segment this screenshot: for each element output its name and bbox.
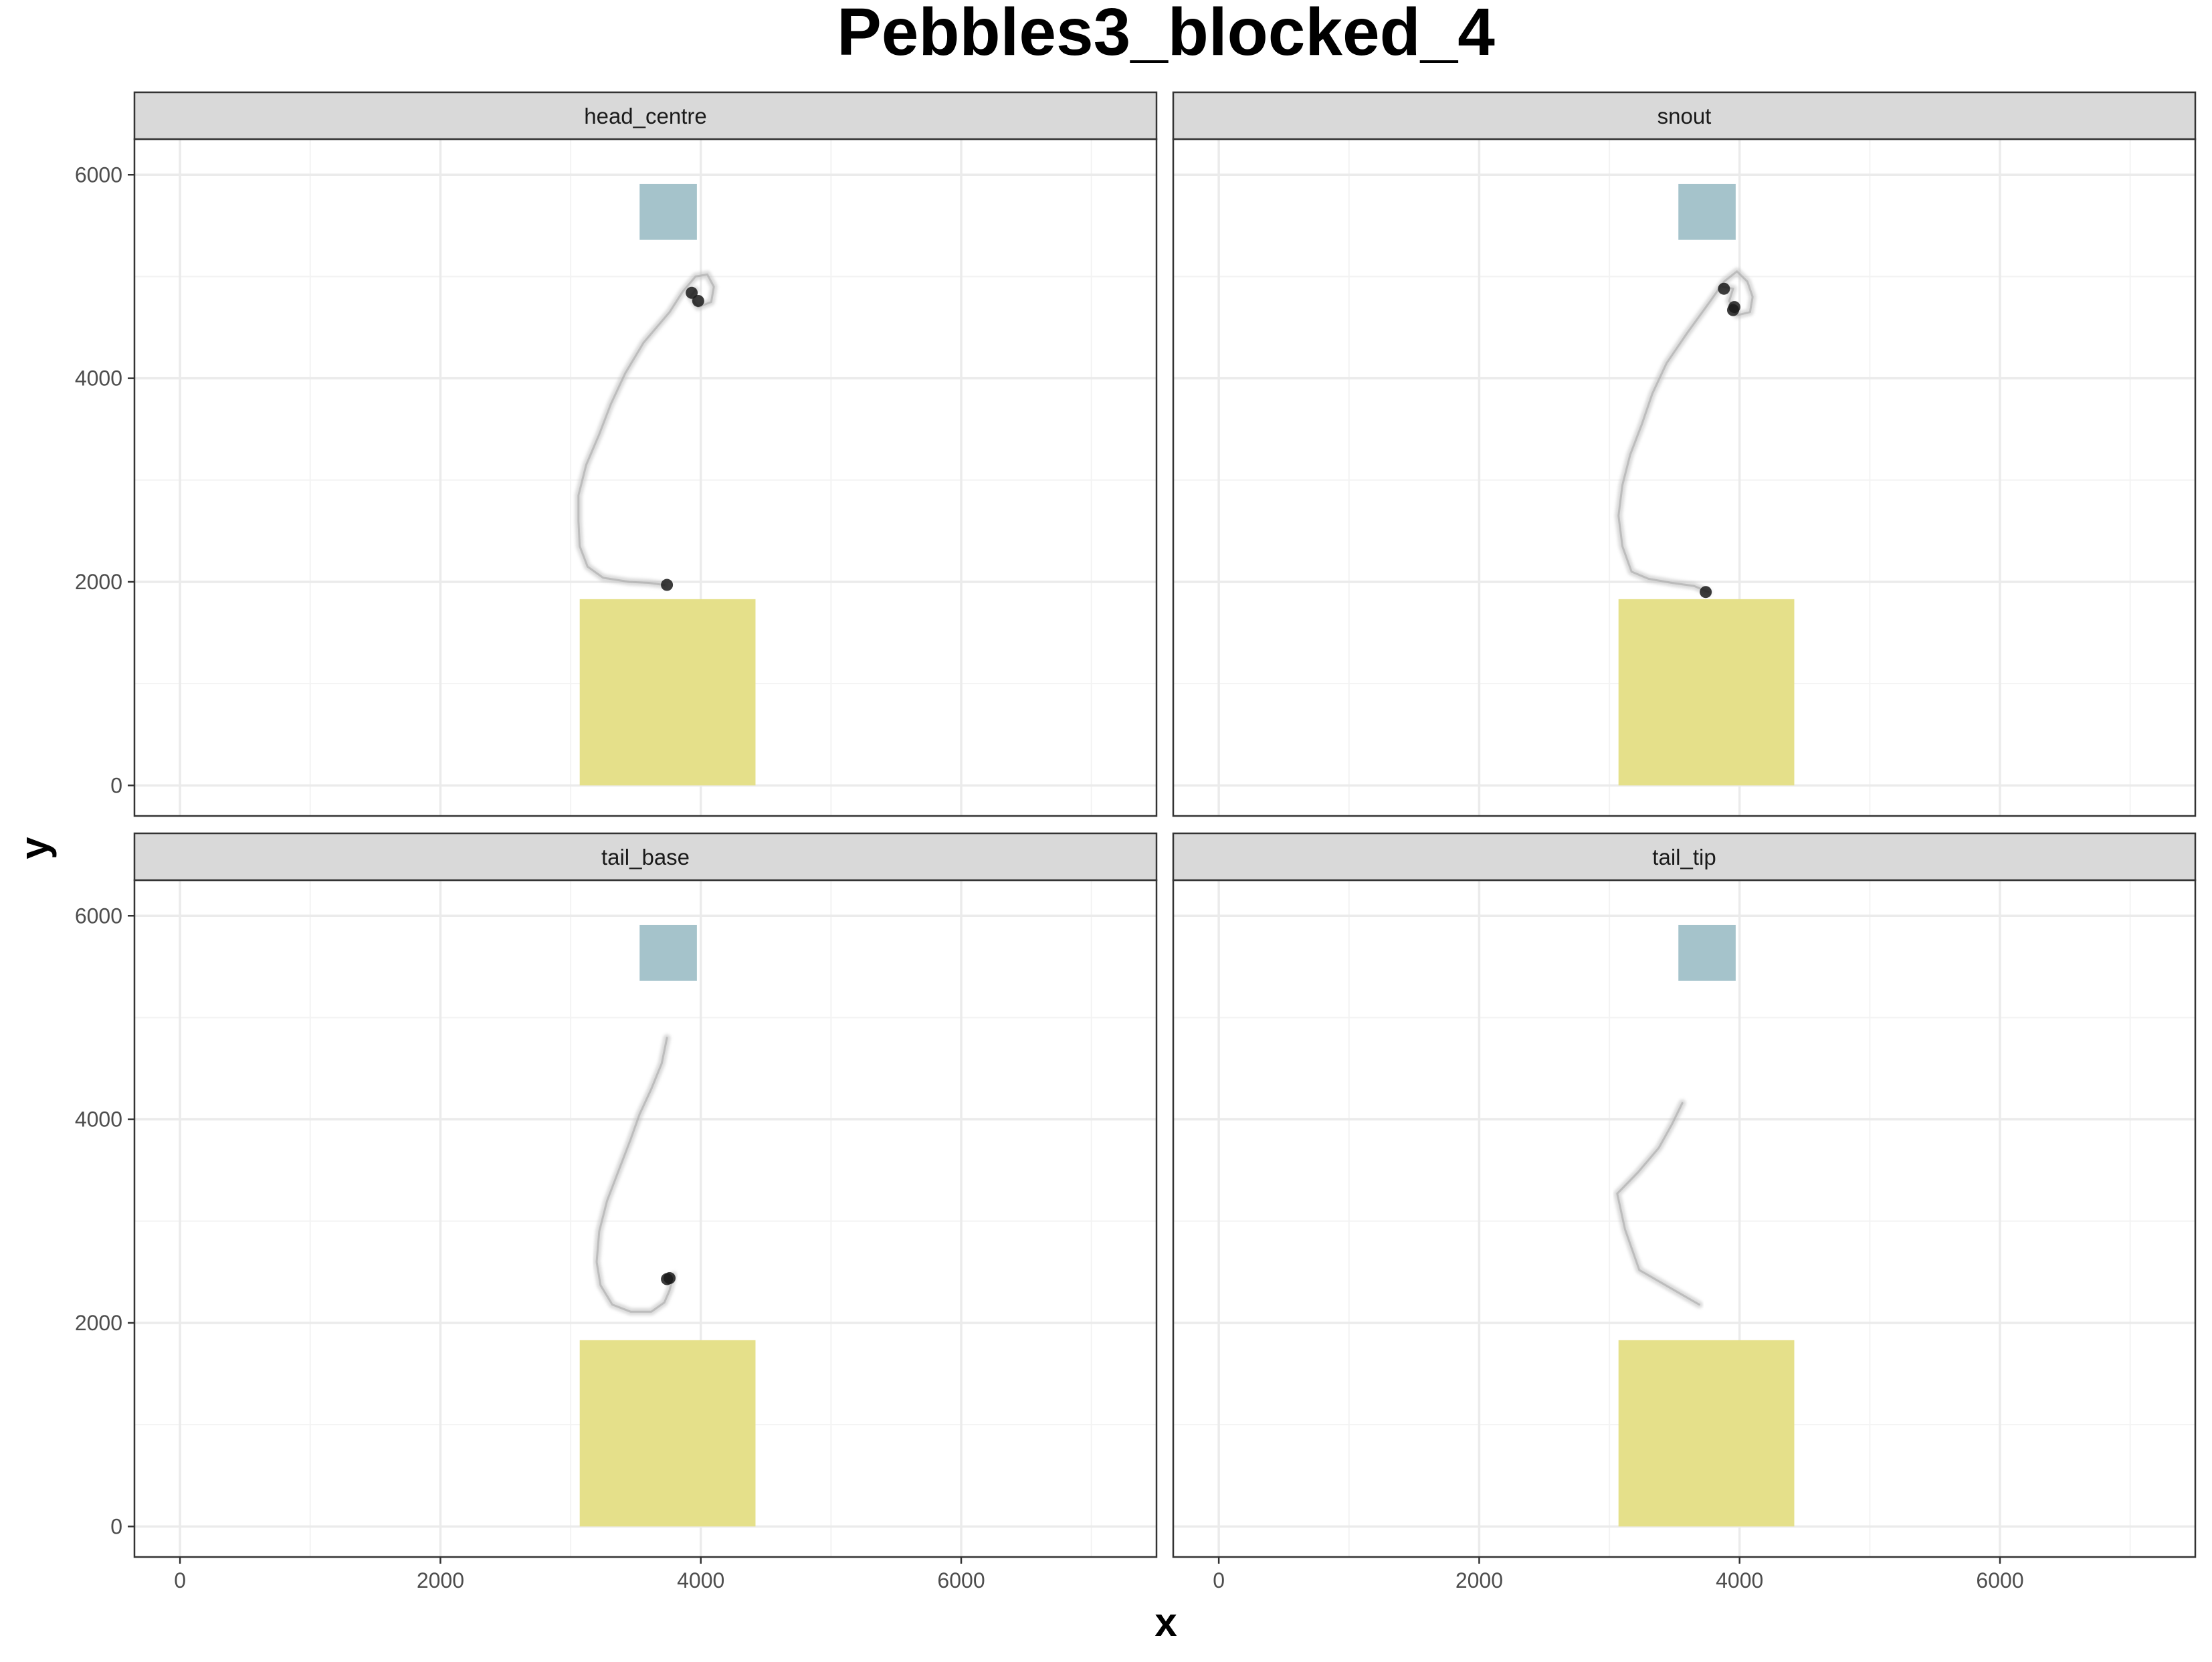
strip-label: snout	[1657, 104, 1712, 128]
data-point	[1700, 586, 1712, 599]
x-tick-label: 2000	[1455, 1568, 1503, 1592]
goal-zone	[639, 183, 697, 240]
x-tick-label: 6000	[1976, 1568, 2023, 1592]
strip-background	[1172, 832, 2197, 881]
y-tick-label: 4000	[75, 367, 122, 391]
panel-snout: snout	[1172, 91, 2197, 817]
y-tick-label: 2000	[75, 1311, 122, 1335]
x-tick-label: 0	[1213, 1568, 1225, 1592]
y-tick-label: 6000	[75, 163, 122, 187]
trajectory-line	[1617, 270, 1754, 593]
strip-label: tail_tip	[1652, 845, 1716, 869]
y-tick-label: 0	[110, 773, 122, 797]
goal-zone	[639, 924, 697, 981]
panel-head_centre: head_centre 0 2000 4000 6000	[75, 91, 1158, 817]
goal-zone	[1678, 924, 1736, 981]
trajectory-line	[595, 1037, 675, 1313]
data-point	[661, 1273, 674, 1285]
data-point	[1718, 282, 1730, 295]
panel-tail_tip: tail_tip 0 2000 4000 6000	[1172, 832, 2197, 1592]
strip-label: head_centre	[584, 104, 706, 128]
trajectory-line	[1616, 1102, 1700, 1306]
panel-tail_base: tail_base 0 2000 4000 6000 0 2000 4000 6000	[75, 832, 1158, 1592]
strip-label: tail_base	[601, 845, 690, 869]
start-zone	[1618, 1340, 1795, 1527]
x-axis-label: x	[1154, 1600, 1177, 1645]
data-point	[1726, 304, 1739, 316]
facet-panels: head_centre 0 2000 4000 6000 snout tail_base 0 2…	[75, 91, 2197, 1592]
data-point	[686, 286, 698, 299]
y-tick-label: 6000	[75, 904, 122, 928]
y-tick-label: 4000	[75, 1108, 122, 1132]
trajectory-line	[577, 273, 715, 587]
y-axis-label: y	[12, 837, 57, 859]
y-tick-label: 0	[110, 1514, 122, 1538]
strip-background	[1172, 91, 2197, 140]
strip-background	[133, 91, 1158, 140]
start-zone	[579, 599, 756, 786]
x-tick-label: 2000	[417, 1568, 464, 1592]
x-tick-label: 4000	[1716, 1568, 1763, 1592]
data-point	[661, 579, 674, 591]
goal-zone	[1678, 183, 1736, 240]
chart-title: Pebbles3_blocked_4	[837, 0, 1495, 70]
start-zone	[1618, 599, 1795, 786]
strip-background	[133, 832, 1158, 881]
y-tick-label: 2000	[75, 570, 122, 594]
x-tick-label: 4000	[677, 1568, 724, 1592]
x-tick-label: 6000	[937, 1568, 985, 1592]
start-zone	[579, 1340, 756, 1527]
data-point	[692, 294, 704, 307]
x-tick-label: 0	[174, 1568, 186, 1592]
